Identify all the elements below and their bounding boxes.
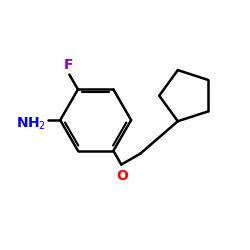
Text: NH$_2$: NH$_2$ [16,116,46,132]
Text: F: F [64,58,73,72]
Text: O: O [116,170,128,183]
